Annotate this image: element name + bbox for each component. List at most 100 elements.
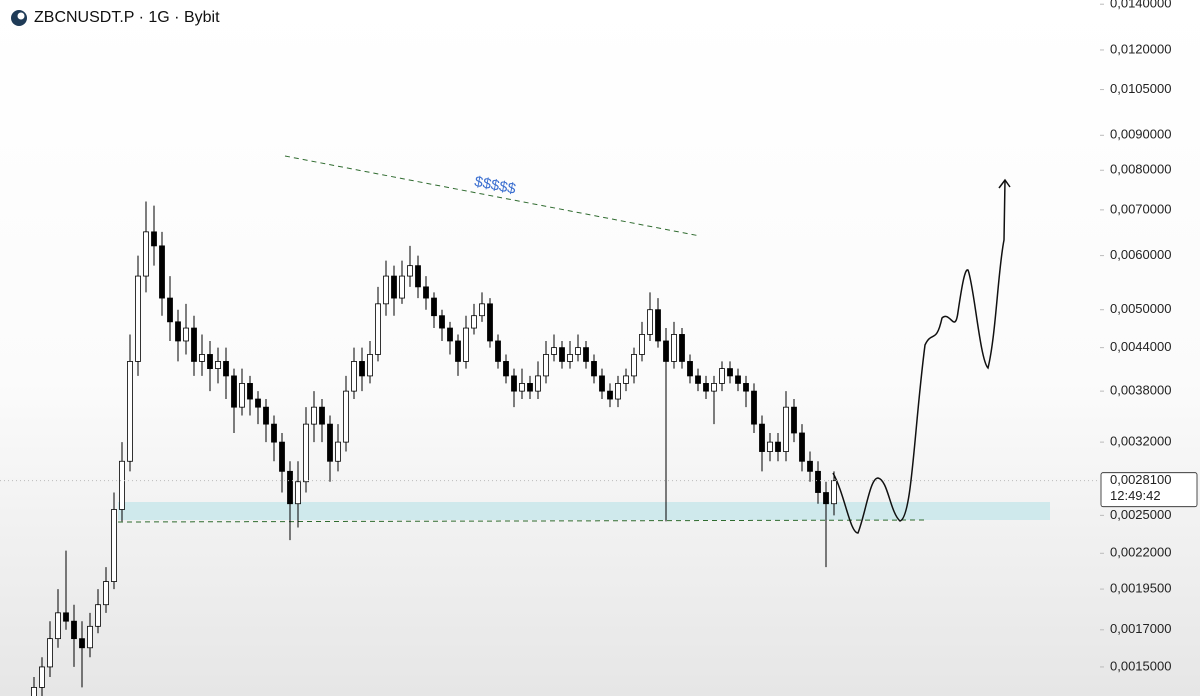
candle-body (591, 361, 597, 377)
candle-body (111, 509, 117, 582)
candle-body (727, 368, 733, 377)
candle-body (751, 390, 757, 425)
candle-body (543, 354, 549, 377)
y-tick-label: 0,0060000 (1110, 247, 1171, 262)
candle-body (327, 423, 333, 462)
candle-body (663, 340, 669, 362)
candle-body (87, 625, 93, 649)
candle-body (135, 275, 141, 362)
candle-body (767, 441, 773, 452)
y-tick-label: 0,0090000 (1110, 127, 1171, 142)
y-tick-label: 0,0017000 (1110, 621, 1171, 636)
candle-body (431, 297, 437, 317)
candle-body (783, 406, 789, 452)
support-zone (118, 502, 1050, 520)
candle-body (815, 470, 821, 493)
candle-body (447, 327, 453, 342)
y-tick-label: 0,0015000 (1110, 658, 1171, 673)
candle-body (239, 383, 245, 408)
candle-body (215, 361, 221, 369)
candle-body (271, 423, 277, 443)
y-tick-label: 0,0022000 (1110, 545, 1171, 560)
candle-body (295, 481, 301, 505)
candle-body (375, 303, 381, 355)
candle-body (807, 460, 813, 472)
candle-body (351, 361, 357, 392)
candle-body (263, 406, 269, 425)
candle-body (791, 406, 797, 434)
candle-body (831, 480, 837, 505)
candle-body (439, 315, 445, 329)
candle-body (247, 383, 253, 400)
y-tick-label: 0,0070000 (1110, 201, 1171, 216)
y-tick-label: 0,0050000 (1110, 301, 1171, 316)
candle-body (711, 383, 717, 392)
candle-body (71, 620, 77, 640)
candle-body (535, 375, 541, 392)
candle-body (519, 383, 525, 392)
candle-body (63, 612, 69, 622)
candle-body (623, 375, 629, 384)
last-price-box (1100, 472, 1198, 508)
candle-body (775, 441, 781, 452)
candle-body (639, 334, 645, 355)
candle-body (159, 245, 165, 299)
candle-body (223, 361, 229, 377)
candle-body (687, 361, 693, 377)
candle-body (343, 390, 349, 443)
candle-body (231, 375, 237, 408)
candle-body (495, 340, 501, 362)
candle-body (615, 383, 621, 400)
candle-body (303, 423, 309, 483)
candle-body (487, 303, 493, 342)
candle-body (167, 297, 173, 323)
candle-body (415, 265, 421, 288)
y-tick-label: 0,0140000 (1110, 0, 1171, 11)
candle-body (151, 231, 157, 247)
exchange-icon-dot (17, 12, 25, 20)
candle-body (199, 354, 205, 362)
candle-body (719, 368, 725, 384)
candle-body (759, 423, 765, 452)
candle-body (95, 604, 101, 627)
candle-body (471, 315, 477, 329)
candle-body (407, 265, 413, 277)
y-tick-label: 0,0080000 (1110, 162, 1171, 177)
candle-body (39, 666, 45, 688)
last-price-label: 0,0028100 (1110, 472, 1171, 487)
countdown-label: 12:49:42 (1110, 488, 1161, 503)
candle-body (175, 321, 181, 342)
candle-body (255, 398, 261, 408)
candle-body (79, 638, 85, 649)
y-tick-label: 0,0105000 (1110, 81, 1171, 96)
candle-body (463, 327, 469, 362)
candle-body (599, 375, 605, 392)
candle-body (567, 354, 573, 362)
candle-body (191, 327, 197, 362)
candle-body (391, 275, 397, 299)
candle-body (743, 383, 749, 392)
candle-body (551, 347, 557, 355)
candles (31, 201, 837, 696)
candle-body (55, 612, 61, 640)
candle-body (383, 275, 389, 305)
candle-body (631, 354, 637, 377)
candle-body (279, 441, 285, 472)
candle-body (119, 460, 125, 510)
candle-body (183, 327, 189, 342)
candle-body (823, 492, 829, 505)
candle-body (735, 375, 741, 384)
projection-path (832, 179, 1006, 534)
candle-body (47, 638, 53, 668)
candle-body (287, 470, 293, 505)
candle-body (799, 432, 805, 462)
candle-body (127, 361, 133, 462)
price-axis: 0,0140000 0,0120000 0,0105000 0,0090000 0,00… (0, 0, 1198, 673)
candle-body (511, 375, 517, 392)
candle-body (311, 406, 317, 425)
chart-title: ZBCNUSDT.P · 1G · Bybit (34, 9, 220, 26)
candle-body (527, 383, 533, 392)
y-tick-label: 0,0025000 (1110, 507, 1171, 522)
